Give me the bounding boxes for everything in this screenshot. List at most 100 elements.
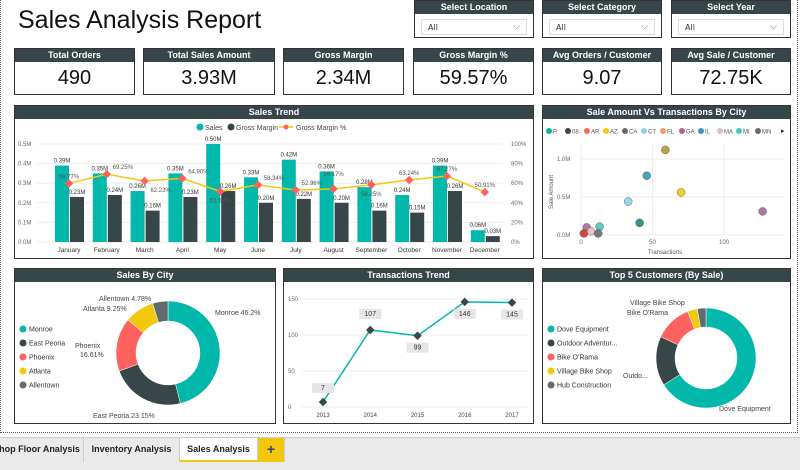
transactions-trend-visual[interactable]: Transactions Trend 0 50 100 150 7 2013 107 2014… xyxy=(283,268,534,424)
gross-margin-pct-label: 59.77% xyxy=(59,174,80,180)
gross-margin-data-label: 0.23M xyxy=(182,190,199,196)
tab-sales-analysis[interactable]: Sales Analysis xyxy=(180,438,258,462)
sales-by-city-visual[interactable]: Sales By City Monroe 46.2% East Peoria 2… xyxy=(14,268,276,424)
kpi-label: Total Orders xyxy=(15,49,134,62)
gross-margin-bar xyxy=(183,196,198,242)
sales-data-label: 0.36M xyxy=(318,164,335,170)
y-tick-label: 0.5M xyxy=(557,195,570,201)
gross-margin-pct-label: 50.91% xyxy=(475,183,496,189)
year-dropdown[interactable]: All ⌵ xyxy=(678,19,784,35)
sales-bar xyxy=(470,230,485,242)
legend-marker xyxy=(547,339,555,347)
legend-label: AR xyxy=(591,130,600,136)
sales-bar xyxy=(130,191,145,242)
x-tick-label: 2015 xyxy=(411,413,425,419)
scatter-visual[interactable]: Sale Amount Vs Transactions By City Sale… xyxy=(542,105,791,259)
gross-margin-data-label: 0.22M xyxy=(295,192,312,198)
gross-margin-pct-label: 54.17% xyxy=(323,172,344,178)
kpi-gross-margin-pct: Gross Margin % 59.57% xyxy=(413,48,534,95)
sales-bar xyxy=(55,165,69,242)
x-tick-label: 2016 xyxy=(458,413,472,419)
x-tick-label: July xyxy=(290,247,302,254)
legend-gross-margin: Gross Margin xyxy=(236,125,278,132)
scatter-point xyxy=(593,229,603,238)
report-canvas xyxy=(0,0,798,433)
legend-marker xyxy=(547,367,555,375)
data-label-background xyxy=(312,382,334,393)
x-tick-label: 2013 xyxy=(316,413,330,419)
y2-tick-label: 40% xyxy=(511,201,524,207)
tab-shop-floor-analysis[interactable]: Shop Floor Analysis xyxy=(0,438,84,462)
legend-marker xyxy=(660,128,666,134)
y-tick-label: 0.1M xyxy=(18,220,31,226)
gross-margin-data-label: 0.20M xyxy=(258,196,275,202)
sales-data-label: 0.42M xyxy=(280,153,297,159)
x-tick-label: January xyxy=(57,247,81,254)
label-atlanta: Atlanta 9.25% xyxy=(83,306,127,313)
legend-label: East Peoria xyxy=(29,341,65,348)
sales-bar xyxy=(281,159,296,242)
x-tick-label: December xyxy=(470,247,501,254)
chevron-down-icon: ⌵ xyxy=(641,22,648,32)
x-tick-label: August xyxy=(323,247,343,254)
slicer-location[interactable]: Select Location All ⌵ xyxy=(414,0,534,38)
gross-margin-data-label: 0.20M xyxy=(333,196,350,202)
y-tick-label: 0.5M xyxy=(18,142,31,148)
legend-marker xyxy=(755,128,761,134)
gross-margin-pct-label: 58.25% xyxy=(361,192,382,198)
scatter-point xyxy=(579,229,589,238)
chevron-down-icon: ⌵ xyxy=(770,22,777,32)
gross-margin-pct-label: 69.25% xyxy=(113,165,134,171)
tab-inventory-analysis[interactable]: Inventory Analysis xyxy=(84,438,180,462)
gross-margin-data-label: 0.03M xyxy=(484,229,501,235)
dropdown-value: All xyxy=(685,23,695,32)
top-customers-donut: Dove Equipment Outdo... Bike O'Rama Vill… xyxy=(547,300,771,413)
slicer-label: Select Location xyxy=(415,1,533,14)
legend-marker xyxy=(641,128,647,134)
gross-margin-bar xyxy=(296,198,311,242)
gross-margin-pct-label: 62.23% xyxy=(150,188,171,194)
gross-margin-pct-label: 52.96% xyxy=(302,181,323,187)
y2-tick-label: 20% xyxy=(511,220,524,226)
x-tick-label: 100 xyxy=(719,240,730,246)
data-point-marker xyxy=(460,297,469,307)
data-point-marker xyxy=(507,298,517,307)
scatter-point xyxy=(635,218,644,228)
kpi-value: 490 xyxy=(57,67,92,89)
top-customers-visual[interactable]: Top 5 Customers (By Sale) Dove Equipment… xyxy=(542,268,791,424)
data-point-marker xyxy=(318,397,328,407)
category-dropdown[interactable]: All ⌵ xyxy=(549,19,655,35)
y2-tick-label: 100% xyxy=(511,142,527,148)
gross-margin-bar xyxy=(221,191,236,242)
kpi-value: 72.75K xyxy=(699,67,763,89)
legend-gross-margin-marker xyxy=(227,123,235,131)
sales-data-label: 0.35M xyxy=(91,166,108,172)
legend-marker xyxy=(584,128,590,134)
gross-margin-bar xyxy=(448,191,462,242)
kpi-value: 59.57% xyxy=(439,67,508,89)
kpi-avg-sale: Avg Sale / Customer 72.75K xyxy=(671,48,791,95)
slicer-category[interactable]: Select Category All ⌵ xyxy=(542,0,662,38)
sales-trend-visual[interactable]: Sales Trend Sales Gross Margin Gross Mar… xyxy=(14,105,534,259)
kpi-avg-orders: Avg Orders / Customer 9.07 xyxy=(542,48,662,95)
data-point-marker xyxy=(366,325,375,335)
legend-next-arrow-icon[interactable]: ▸ xyxy=(781,128,785,135)
slicer-year[interactable]: Select Year All ⌵ xyxy=(671,0,791,38)
donut-slice xyxy=(167,300,221,404)
donut-slice xyxy=(118,363,181,406)
data-point-marker xyxy=(413,331,422,340)
sales-data-label: 0.39M xyxy=(54,159,71,165)
data-label-background xyxy=(453,308,476,319)
label-monroe: Monroe 46.2% xyxy=(215,310,261,317)
data-label-background xyxy=(406,342,429,353)
gross-margin-pct-marker xyxy=(291,185,301,195)
location-dropdown[interactable]: All ⌵ xyxy=(421,19,527,35)
legend-marker xyxy=(547,381,555,389)
legend-label: Outdoor Adventur... xyxy=(557,341,617,348)
add-page-plus-icon[interactable]: + xyxy=(258,438,285,462)
gross-margin-bar xyxy=(70,196,84,242)
legend-label: IL xyxy=(705,130,711,136)
scatter-point xyxy=(661,145,670,155)
gross-margin-bar xyxy=(410,212,425,242)
sales-bar xyxy=(168,173,183,242)
